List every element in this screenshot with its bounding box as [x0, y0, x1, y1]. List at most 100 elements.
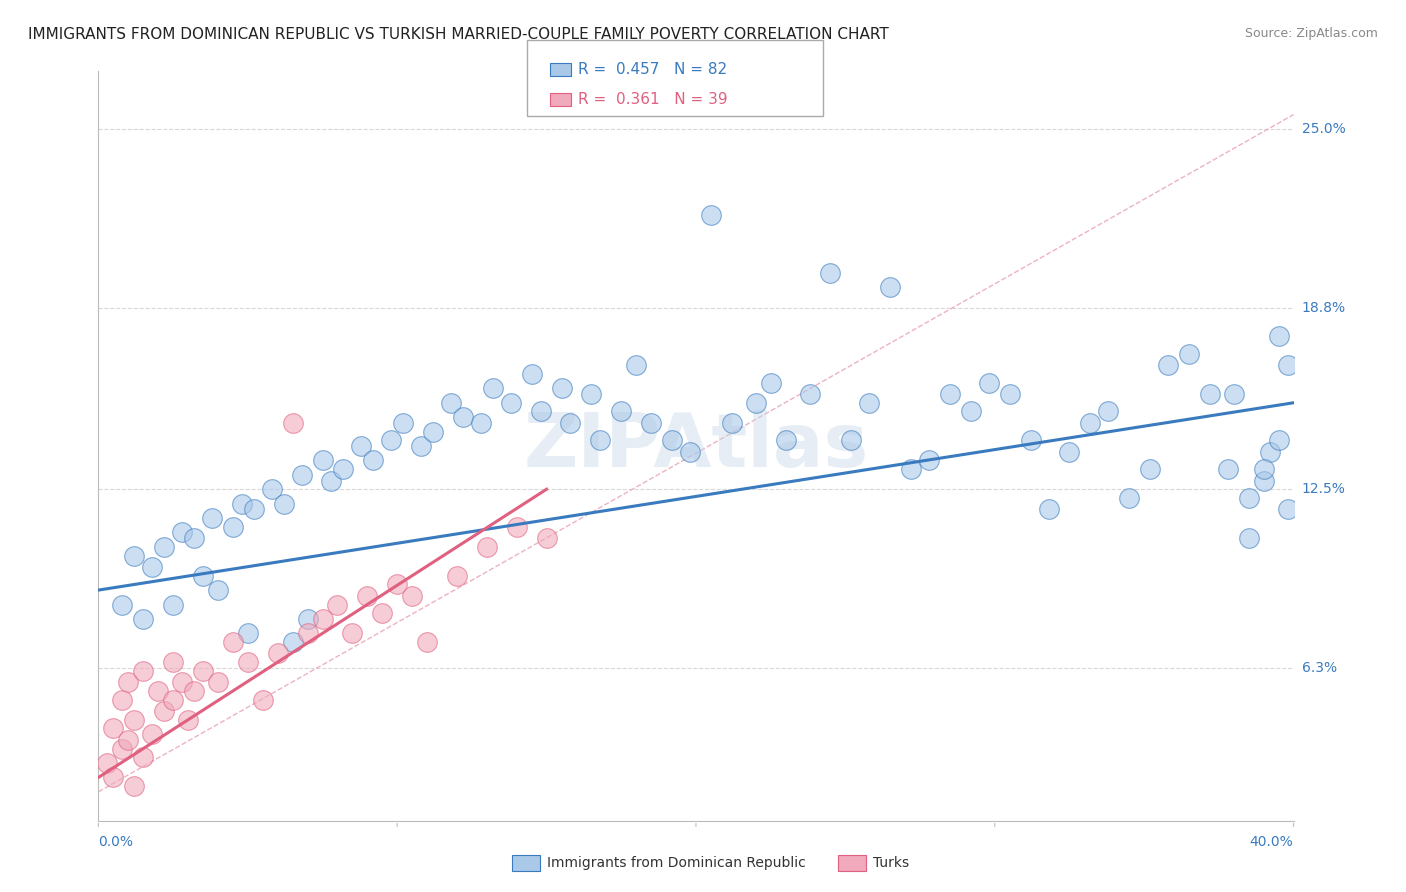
Point: [172, 525, 194, 540]
Point: [350, 439, 373, 453]
Point: [1080, 416, 1102, 430]
Point: [281, 635, 304, 649]
Point: [191, 664, 214, 678]
Point: [858, 396, 880, 410]
Point: [141, 560, 163, 574]
Text: R =  0.361   N = 39: R = 0.361 N = 39: [578, 92, 727, 107]
Point: [721, 416, 744, 430]
Point: [1253, 474, 1275, 488]
Point: [679, 444, 702, 458]
Point: [124, 549, 146, 563]
Text: 18.8%: 18.8%: [1302, 301, 1346, 315]
Point: [1223, 387, 1246, 401]
Point: [243, 502, 266, 516]
Point: [640, 416, 662, 430]
Text: 0.0%: 0.0%: [98, 835, 134, 849]
Point: [536, 531, 558, 545]
Point: [148, 684, 170, 698]
Point: [1216, 462, 1239, 476]
Point: [841, 434, 863, 448]
Point: [499, 396, 522, 410]
Point: [1258, 444, 1281, 458]
Point: [775, 434, 797, 448]
Point: [626, 359, 648, 373]
Point: [422, 425, 444, 439]
Text: R =  0.457   N = 82: R = 0.457 N = 82: [578, 62, 727, 77]
Point: [1019, 434, 1042, 448]
Point: [481, 381, 505, 395]
Point: [162, 598, 184, 612]
Point: [820, 266, 842, 280]
Point: [371, 606, 394, 620]
Point: [96, 756, 118, 770]
Point: [356, 589, 378, 603]
Text: 12.5%: 12.5%: [1302, 483, 1346, 496]
Point: [252, 692, 274, 706]
Point: [363, 453, 385, 467]
Point: [117, 733, 139, 747]
Point: [1253, 462, 1275, 476]
Point: [273, 497, 295, 511]
Point: [177, 713, 200, 727]
Point: [297, 626, 319, 640]
Point: [470, 416, 492, 430]
Point: [700, 209, 723, 223]
Point: [446, 568, 468, 582]
Point: [799, 387, 821, 401]
Point: [392, 416, 415, 430]
Point: [124, 779, 146, 793]
Point: [1178, 347, 1201, 361]
Point: [162, 655, 184, 669]
Point: [520, 367, 543, 381]
Point: [589, 434, 612, 448]
Point: [267, 647, 290, 661]
Point: [661, 434, 683, 448]
Point: [236, 655, 259, 669]
Point: [900, 462, 922, 476]
Point: [401, 589, 423, 603]
Point: [111, 741, 134, 756]
Text: Turks: Turks: [873, 856, 910, 870]
Point: [1267, 434, 1289, 448]
Point: [1277, 502, 1299, 516]
Point: [281, 416, 304, 430]
Point: [380, 434, 402, 448]
Point: [124, 713, 146, 727]
Point: [879, 280, 901, 294]
Point: [153, 704, 176, 718]
Point: [191, 568, 214, 582]
Point: [506, 519, 529, 533]
Point: [1139, 462, 1161, 476]
Point: [1097, 404, 1119, 418]
Point: [475, 540, 498, 554]
Text: Immigrants from Dominican Republic: Immigrants from Dominican Republic: [547, 856, 806, 870]
Point: [745, 396, 768, 410]
Text: 6.3%: 6.3%: [1302, 661, 1337, 675]
Point: [440, 396, 463, 410]
Point: [342, 626, 364, 640]
Point: [236, 626, 259, 640]
Point: [1038, 502, 1060, 516]
Point: [132, 612, 155, 626]
Point: [530, 404, 553, 418]
Point: [117, 675, 139, 690]
Point: [153, 540, 176, 554]
Point: [1237, 531, 1260, 545]
Point: [1199, 387, 1222, 401]
Point: [103, 771, 125, 785]
Point: [103, 722, 125, 736]
Point: [560, 416, 582, 430]
Point: [1267, 329, 1289, 343]
Point: [960, 404, 983, 418]
Point: [581, 387, 603, 401]
Text: IMMIGRANTS FROM DOMINICAN REPUBLIC VS TURKISH MARRIED-COUPLE FAMILY POVERTY CORR: IMMIGRANTS FROM DOMINICAN REPUBLIC VS TU…: [28, 27, 889, 42]
Point: [132, 750, 155, 764]
Point: [918, 453, 941, 467]
Point: [141, 727, 163, 741]
Point: [977, 376, 1000, 390]
Point: [610, 404, 633, 418]
Point: [183, 531, 205, 545]
Text: 25.0%: 25.0%: [1302, 122, 1346, 136]
Point: [183, 684, 205, 698]
Point: [759, 376, 782, 390]
